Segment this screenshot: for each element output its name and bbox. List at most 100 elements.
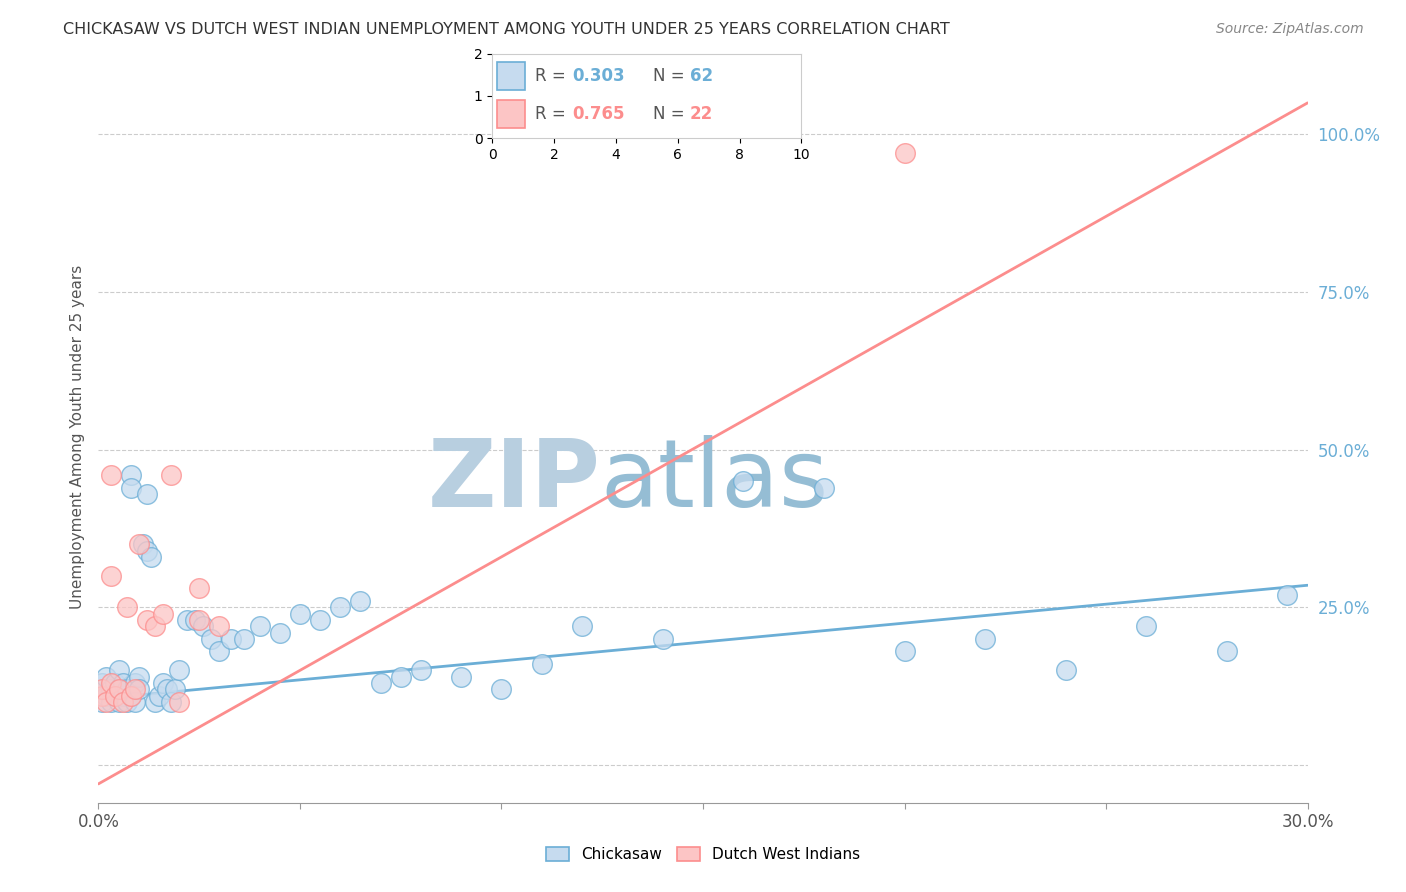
Text: CHICKASAW VS DUTCH WEST INDIAN UNEMPLOYMENT AMONG YOUTH UNDER 25 YEARS CORRELATI: CHICKASAW VS DUTCH WEST INDIAN UNEMPLOYM… xyxy=(63,22,950,37)
Point xyxy=(91,695,114,709)
Point xyxy=(107,682,129,697)
Point xyxy=(530,657,553,671)
FancyBboxPatch shape xyxy=(496,62,524,89)
Point xyxy=(813,481,835,495)
Point xyxy=(208,619,231,633)
Point xyxy=(193,619,215,633)
Point xyxy=(1135,619,1157,633)
Point xyxy=(156,682,179,697)
Point xyxy=(135,543,157,558)
Point xyxy=(120,481,142,495)
Point xyxy=(103,689,125,703)
Point xyxy=(232,632,254,646)
Point xyxy=(96,695,118,709)
Point xyxy=(152,676,174,690)
Point xyxy=(103,676,125,690)
Point xyxy=(107,695,129,709)
Point xyxy=(100,682,122,697)
Point xyxy=(188,582,211,596)
Point xyxy=(135,487,157,501)
Point xyxy=(651,632,673,646)
Point xyxy=(733,474,755,488)
Point xyxy=(389,670,412,684)
Point xyxy=(188,613,211,627)
Point xyxy=(120,467,142,482)
Text: 0.303: 0.303 xyxy=(572,67,626,85)
Point xyxy=(96,670,118,684)
Point xyxy=(111,676,134,690)
Point xyxy=(349,594,371,608)
Point xyxy=(893,644,915,658)
Point xyxy=(132,537,155,551)
Point xyxy=(370,676,392,690)
Point xyxy=(100,467,122,482)
Point xyxy=(128,682,150,697)
Point xyxy=(200,632,222,646)
Point xyxy=(128,537,150,551)
Y-axis label: Unemployment Among Youth under 25 years: Unemployment Among Youth under 25 years xyxy=(69,265,84,609)
Point xyxy=(152,607,174,621)
Legend: Chickasaw, Dutch West Indians: Chickasaw, Dutch West Indians xyxy=(540,841,866,868)
Point xyxy=(107,682,129,697)
Point xyxy=(96,689,118,703)
Text: atlas: atlas xyxy=(600,435,828,527)
Point xyxy=(128,670,150,684)
Point xyxy=(139,549,162,564)
FancyBboxPatch shape xyxy=(496,100,524,128)
Point xyxy=(111,695,134,709)
Text: ZIP: ZIP xyxy=(427,435,600,527)
Point xyxy=(100,676,122,690)
Point xyxy=(115,682,138,697)
Point xyxy=(100,695,122,709)
Point xyxy=(143,695,166,709)
Point xyxy=(309,613,332,627)
Point xyxy=(103,689,125,703)
Point xyxy=(143,619,166,633)
Point xyxy=(329,600,352,615)
Point xyxy=(450,670,472,684)
Text: 0.765: 0.765 xyxy=(572,105,626,123)
Point xyxy=(208,644,231,658)
Point xyxy=(409,664,432,678)
Point xyxy=(111,689,134,703)
Point xyxy=(148,689,170,703)
Point xyxy=(1216,644,1239,658)
Point xyxy=(100,569,122,583)
Point xyxy=(1277,588,1299,602)
Point xyxy=(91,682,114,697)
Point xyxy=(107,664,129,678)
Point xyxy=(974,632,997,646)
Point xyxy=(120,689,142,703)
Point xyxy=(1054,664,1077,678)
Point xyxy=(176,613,198,627)
Point xyxy=(221,632,243,646)
Point xyxy=(167,664,190,678)
Point xyxy=(124,676,146,690)
Point xyxy=(160,695,183,709)
Text: R =: R = xyxy=(536,67,571,85)
Point xyxy=(167,695,190,709)
Point xyxy=(288,607,311,621)
Text: R =: R = xyxy=(536,105,571,123)
Point xyxy=(249,619,271,633)
Point xyxy=(269,625,291,640)
Point xyxy=(124,682,146,697)
Point xyxy=(184,613,207,627)
Point xyxy=(571,619,593,633)
Point xyxy=(160,467,183,482)
Text: 22: 22 xyxy=(690,105,713,123)
Text: N =: N = xyxy=(652,105,690,123)
Point xyxy=(115,695,138,709)
Point xyxy=(120,689,142,703)
Point xyxy=(124,695,146,709)
Point xyxy=(893,146,915,161)
Point xyxy=(163,682,186,697)
Text: 62: 62 xyxy=(690,67,713,85)
Point xyxy=(91,689,114,703)
Point xyxy=(491,682,513,697)
Point xyxy=(135,613,157,627)
Point xyxy=(91,676,114,690)
Text: N =: N = xyxy=(652,67,690,85)
Text: Source: ZipAtlas.com: Source: ZipAtlas.com xyxy=(1216,22,1364,37)
Point xyxy=(115,600,138,615)
